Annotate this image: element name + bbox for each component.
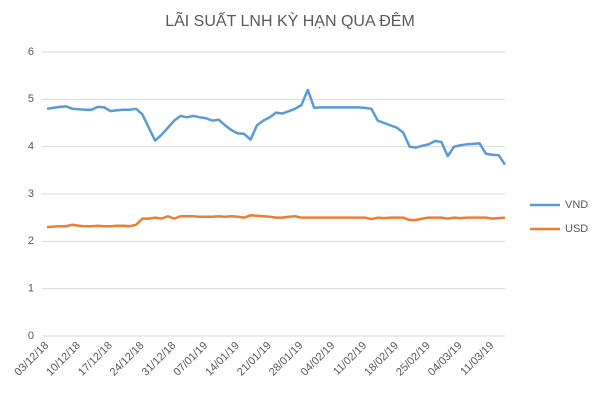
y-tick-label: 3 xyxy=(28,188,34,200)
legend-label: USD xyxy=(565,223,588,235)
chart-title: LÃI SUẤT LNH KỲ HẠN QUA ĐÊM xyxy=(165,10,415,30)
y-tick-label: 6 xyxy=(28,46,34,58)
y-tick-label: 1 xyxy=(28,283,34,295)
y-tick-label: 5 xyxy=(28,93,34,105)
y-tick-label: 0 xyxy=(28,330,34,342)
series-line xyxy=(46,88,507,166)
series-line xyxy=(46,214,506,229)
y-tick-label: 4 xyxy=(28,141,34,153)
y-tick-label: 2 xyxy=(28,235,34,247)
legend-label: VND xyxy=(565,199,588,211)
